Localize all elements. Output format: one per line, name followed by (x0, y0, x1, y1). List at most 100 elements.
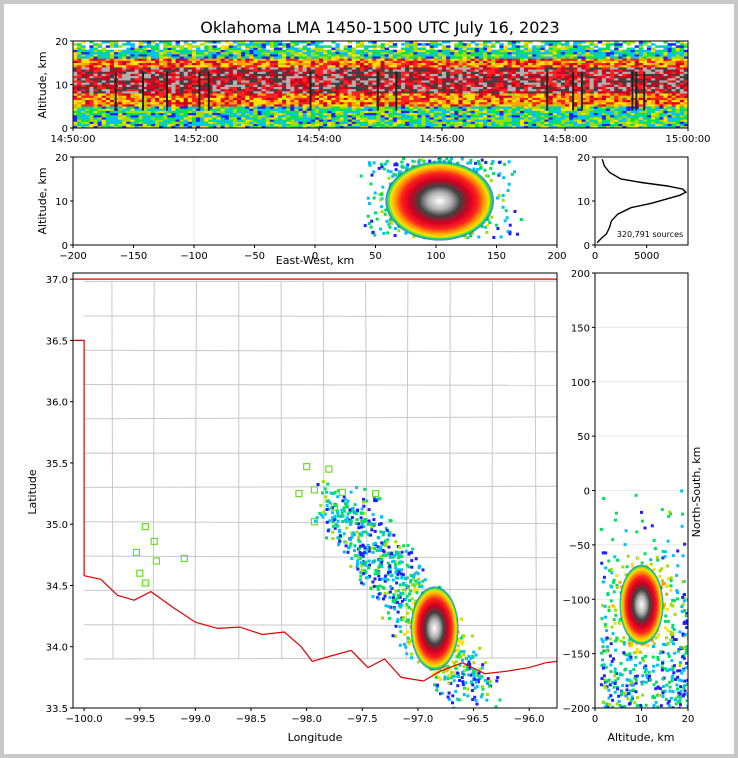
density-cell (134, 88, 139, 92)
density-cell (216, 67, 221, 70)
density-cell (384, 67, 389, 70)
density-cell (150, 54, 156, 57)
density-cell (175, 110, 180, 114)
density-cell (183, 112, 189, 116)
density-cell (179, 56, 184, 59)
density-cell (364, 82, 369, 85)
density-cell (294, 82, 299, 85)
density-cell (491, 121, 496, 124)
density-cell (351, 77, 357, 81)
density-cell (167, 86, 172, 90)
density-cell (388, 112, 394, 116)
density-cell (589, 84, 594, 87)
density-cell (499, 91, 504, 94)
density-cell (105, 75, 111, 79)
density-cell (462, 97, 467, 101)
density-cell (163, 45, 168, 48)
density-cell (85, 121, 90, 124)
density-cell (323, 125, 328, 128)
density-cell (355, 54, 361, 57)
density-cell (581, 84, 586, 87)
density-cell (257, 45, 262, 48)
density-cell (241, 75, 246, 79)
density-cell (454, 43, 459, 46)
density-cell (532, 47, 537, 50)
density-cell (552, 73, 558, 77)
density-cell (503, 49, 508, 53)
density-cell (503, 86, 508, 90)
density-cell (245, 117, 250, 120)
density-cell (150, 104, 156, 107)
density-cell (81, 91, 86, 94)
density-cell (343, 121, 348, 124)
density-cell (319, 84, 324, 87)
density-cell (495, 86, 500, 90)
density-cell (511, 73, 517, 77)
density-cell (187, 101, 193, 105)
density-cell (392, 125, 398, 128)
density-cell (474, 95, 480, 98)
density-cell (458, 75, 463, 79)
density-cell (540, 54, 545, 57)
density-cell (306, 95, 312, 98)
density-cell (245, 71, 250, 74)
density-cell (536, 119, 541, 122)
density-cell (405, 106, 410, 109)
density-cell (425, 82, 430, 85)
density-cell (368, 104, 373, 107)
density-cell (146, 86, 152, 90)
density-cell (286, 119, 291, 122)
density-cell (401, 67, 406, 70)
density-cell (421, 77, 426, 81)
density-cell (114, 121, 119, 124)
density-cell (425, 60, 430, 64)
density-cell (323, 45, 328, 48)
density-cell (499, 104, 504, 107)
density-cell (503, 71, 508, 74)
density-cell (470, 99, 476, 103)
density-cell (470, 71, 476, 74)
density-cell (302, 67, 307, 70)
density-cell (474, 43, 480, 46)
density-cell (224, 117, 230, 120)
density-cell (519, 95, 525, 98)
density-cell (593, 93, 599, 96)
density-cell (134, 71, 139, 74)
density-cell (286, 62, 291, 66)
density-cell (294, 117, 299, 120)
density-cell (454, 73, 459, 77)
density-cell (507, 91, 512, 94)
density-cell (237, 97, 242, 101)
density-cell (425, 104, 430, 107)
density-cell (241, 88, 246, 92)
density-cell (360, 80, 365, 83)
density-cell (261, 60, 266, 64)
density-cell (97, 84, 102, 87)
density-cell (495, 64, 500, 68)
density-cell (499, 114, 504, 118)
density-cell (77, 123, 82, 127)
density-cell (81, 64, 86, 68)
density-cell (368, 80, 373, 83)
density-cell (470, 91, 476, 94)
density-cell (273, 108, 279, 111)
density-cell (503, 95, 508, 98)
density-cell (507, 108, 512, 111)
density-cell (425, 114, 430, 118)
density-cell (351, 101, 357, 105)
density-cell (245, 64, 250, 68)
density-cell (265, 91, 271, 94)
density-cell (298, 54, 303, 57)
density-cell (77, 106, 82, 109)
density-cell (286, 49, 291, 53)
density-cell (556, 119, 562, 122)
density-cell (593, 45, 599, 48)
density-cell (130, 86, 135, 90)
density-cell (421, 69, 426, 72)
density-cell (290, 114, 295, 118)
density-cell (282, 80, 287, 83)
density-cell (474, 91, 480, 94)
density-cell (429, 80, 435, 83)
density-cell (417, 51, 422, 55)
density-cell (323, 71, 328, 74)
